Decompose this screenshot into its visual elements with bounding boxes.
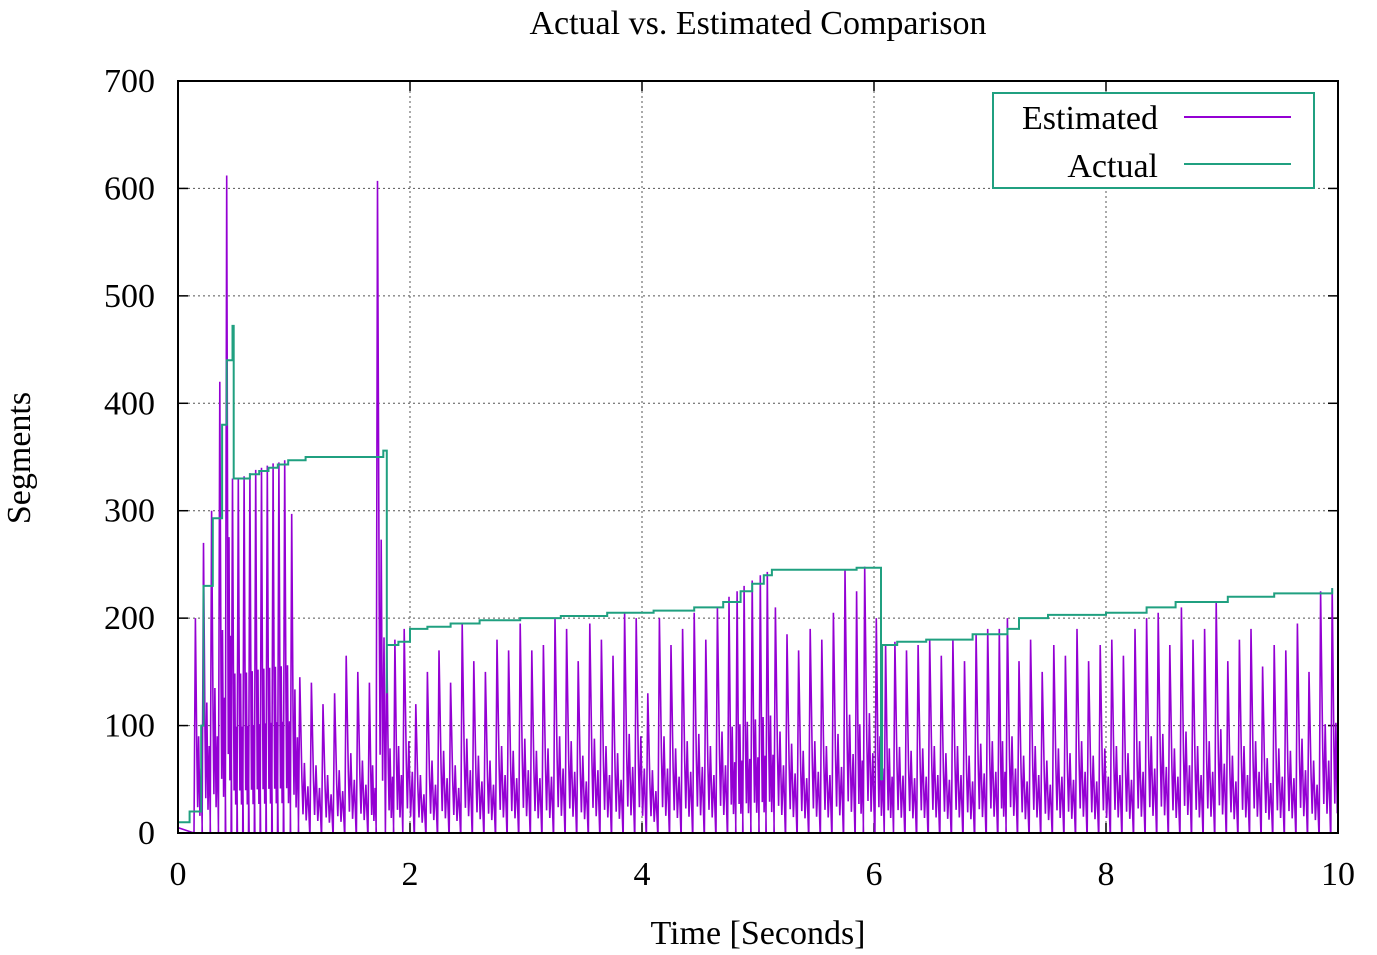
- chart-title: Actual vs. Estimated Comparison: [529, 5, 986, 42]
- y-tick-label: 700: [104, 63, 155, 100]
- legend-label-actual: Actual: [1067, 148, 1158, 185]
- plot-frame: [177, 80, 1339, 834]
- legend: Estimated Actual: [992, 92, 1315, 189]
- y-tick-label: 500: [104, 278, 155, 315]
- y-axis-label: Segments: [1, 392, 38, 524]
- y-tick-label: 600: [104, 170, 155, 207]
- x-tick-label: 0: [170, 856, 187, 893]
- y-tick-label: 200: [104, 600, 155, 637]
- x-axis-ticks: 0 2 4 6 8 10: [170, 81, 1355, 893]
- x-tick-label: 2: [402, 856, 419, 893]
- x-axis-label: Time [Seconds]: [650, 915, 865, 952]
- y-tick-label: 100: [104, 708, 155, 745]
- y-tick-label: 400: [104, 385, 155, 422]
- x-tick-label: 4: [634, 856, 651, 893]
- x-tick-label: 6: [866, 856, 883, 893]
- legend-label-estimated: Estimated: [1022, 100, 1158, 137]
- y-axis-ticks: 0 100 200 300 400 500 600 700: [104, 63, 1338, 852]
- series-line-estimated: [178, 175, 1338, 833]
- y-tick-label: 300: [104, 493, 155, 530]
- legend-box: [992, 92, 1315, 189]
- series-line-actual: [178, 324, 1334, 824]
- x-tick-label: 8: [1098, 856, 1115, 893]
- y-tick-label: 0: [138, 815, 155, 852]
- x-tick-label: 10: [1321, 856, 1355, 893]
